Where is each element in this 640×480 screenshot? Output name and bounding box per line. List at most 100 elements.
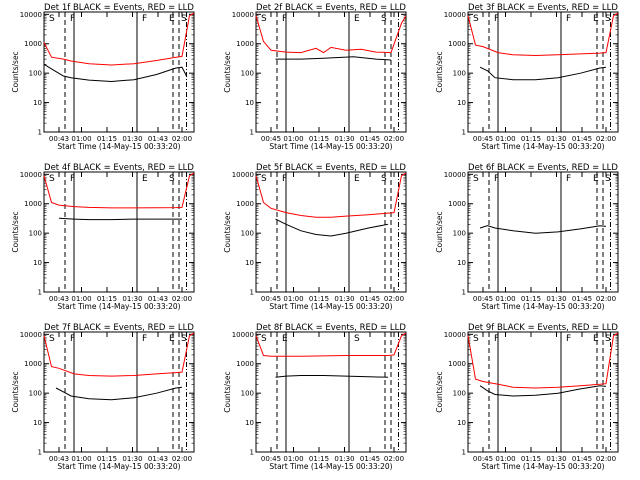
interval-marker-label: F xyxy=(566,334,571,344)
interval-marker-label: F xyxy=(70,334,75,344)
y-axis-label: Counts/sec xyxy=(223,371,232,412)
interval-marker-label: F xyxy=(282,14,287,24)
panel-title: Det 5f BLACK = Events, RED = LLD xyxy=(256,163,406,173)
y-tick-label: 100 xyxy=(453,70,466,78)
y-tick-label: 100 xyxy=(29,390,42,398)
plot-frame xyxy=(467,331,619,453)
x-tick-label: 01:30 xyxy=(122,455,142,463)
y-tick-label: 10 xyxy=(245,259,254,267)
x-tick-label: 01:15 xyxy=(521,295,541,303)
y-tick-label: 1000 xyxy=(236,360,254,368)
interval-marker-label: E xyxy=(354,14,360,24)
x-tick-label: 02:00 xyxy=(384,295,404,303)
y-tick-label: 10000 xyxy=(232,331,254,339)
panel-title: Det 4f BLACK = Events, RED = LLD xyxy=(44,163,194,173)
x-axis-label: Start Time (14-May-15 00:33:20) xyxy=(481,462,604,471)
x-tick-label: 01:45 xyxy=(572,455,592,463)
y-tick-label: 10000 xyxy=(444,11,466,19)
interval-marker-label: E xyxy=(593,334,599,344)
x-tick-label: 01:15 xyxy=(97,455,117,463)
panel-1: Det 1f BLACK = Events, RED = LLD 1 10 100 10… xyxy=(11,3,195,151)
series-line-lld xyxy=(43,12,195,66)
panel-title: Det 3f BLACK = Events, RED = LLD xyxy=(468,3,618,13)
x-tick-label: 01:45 xyxy=(360,295,380,303)
y-tick-label: 10000 xyxy=(20,171,42,179)
x-tick-label: 01:30 xyxy=(546,455,566,463)
panel-title: Det 9f BLACK = Events, RED = LLD xyxy=(468,323,618,333)
x-tick-label: 01:30 xyxy=(546,295,566,303)
x-axis-label: Start Time (14-May-15 00:33:20) xyxy=(481,302,604,311)
panel-5: Det 5f BLACK = Events, RED = LLD 1 10 100 10… xyxy=(223,163,407,311)
series-line-events xyxy=(55,386,183,401)
interval-marker-label: F xyxy=(566,14,571,24)
y-tick-label: 1000 xyxy=(448,200,466,208)
plot-frame xyxy=(255,171,407,293)
series-line-events xyxy=(58,217,182,221)
x-tick-label: 02:00 xyxy=(384,135,404,143)
interval-marker-label: F xyxy=(494,174,499,184)
x-tick-label: 00:45 xyxy=(473,455,493,463)
x-tick-label: 01:00 xyxy=(495,295,515,303)
interval-marker-label: S xyxy=(181,14,187,24)
plot-frame xyxy=(255,331,407,453)
y-tick-label: 10000 xyxy=(20,331,42,339)
y-tick-label: 10 xyxy=(457,259,466,267)
series-line-events xyxy=(479,66,607,81)
y-tick-label: 10000 xyxy=(444,331,466,339)
y-tick-label: 1 xyxy=(462,449,466,457)
interval-marker-label: S xyxy=(605,14,611,24)
x-tick-label: 01:45 xyxy=(572,135,592,143)
x-tick-label: 02:00 xyxy=(596,455,616,463)
x-tick-label: 00:45 xyxy=(261,295,281,303)
x-tick-label: 01:30 xyxy=(334,455,354,463)
x-tick-label: 01:00 xyxy=(495,455,515,463)
y-tick-label: 1000 xyxy=(24,360,42,368)
x-axis-label: Start Time (14-May-15 00:33:20) xyxy=(269,462,392,471)
interval-marker-label: F xyxy=(566,174,571,184)
y-axis-label: Counts/sec xyxy=(435,371,444,412)
y-tick-label: 10 xyxy=(33,419,42,427)
x-tick-label: 01:00 xyxy=(495,135,515,143)
y-tick-label: 1 xyxy=(38,449,42,457)
interval-marker-label: S xyxy=(381,174,387,184)
x-tick-label: 01:45 xyxy=(572,295,592,303)
interval-marker-label: F xyxy=(70,14,75,24)
x-tick-label: 01:15 xyxy=(309,295,329,303)
interval-marker-label: F xyxy=(70,174,75,184)
series-line-lld xyxy=(43,172,195,209)
series-line-events xyxy=(479,225,607,234)
interval-marker-label: E xyxy=(354,174,360,184)
x-axis-label: Start Time (14-May-15 00:33:20) xyxy=(57,142,180,151)
y-tick-label: 10 xyxy=(33,99,42,107)
interval-marker-label: E xyxy=(593,174,599,184)
series-line-events xyxy=(479,385,607,397)
x-axis-label: Start Time (14-May-15 00:33:20) xyxy=(57,302,180,311)
y-tick-label: 1000 xyxy=(236,40,254,48)
interval-marker-label: S xyxy=(381,14,387,24)
y-axis-label: Counts/sec xyxy=(11,51,20,92)
y-tick-label: 10 xyxy=(457,99,466,107)
y-axis-label: Counts/sec xyxy=(11,371,20,412)
interval-marker-label: E xyxy=(593,14,599,24)
panel-8: Det 8f BLACK = Events, RED = LLD 1 10 100 10… xyxy=(223,323,407,471)
x-tick-label: 01:15 xyxy=(97,295,117,303)
series-line-events xyxy=(275,375,389,378)
panel-title: Det 2f BLACK = Events, RED = LLD xyxy=(256,3,406,13)
x-tick-label: 01:30 xyxy=(122,295,142,303)
x-axis-label: Start Time (14-May-15 00:33:20) xyxy=(57,462,180,471)
x-tick-label: 01:00 xyxy=(71,455,91,463)
y-tick-label: 1000 xyxy=(24,200,42,208)
y-tick-label: 1 xyxy=(250,449,254,457)
y-tick-label: 1 xyxy=(250,129,254,137)
y-tick-label: 100 xyxy=(29,230,42,238)
y-tick-label: 100 xyxy=(241,390,254,398)
panel-title: Det 7f BLACK = Events, RED = LLD xyxy=(44,323,194,333)
y-tick-label: 1000 xyxy=(24,40,42,48)
y-tick-label: 10 xyxy=(457,419,466,427)
y-tick-label: 100 xyxy=(453,230,466,238)
x-tick-label: 01:00 xyxy=(71,295,91,303)
x-tick-label: 02:00 xyxy=(384,455,404,463)
x-tick-label: 01:30 xyxy=(546,135,566,143)
x-tick-label: 01:15 xyxy=(521,135,541,143)
